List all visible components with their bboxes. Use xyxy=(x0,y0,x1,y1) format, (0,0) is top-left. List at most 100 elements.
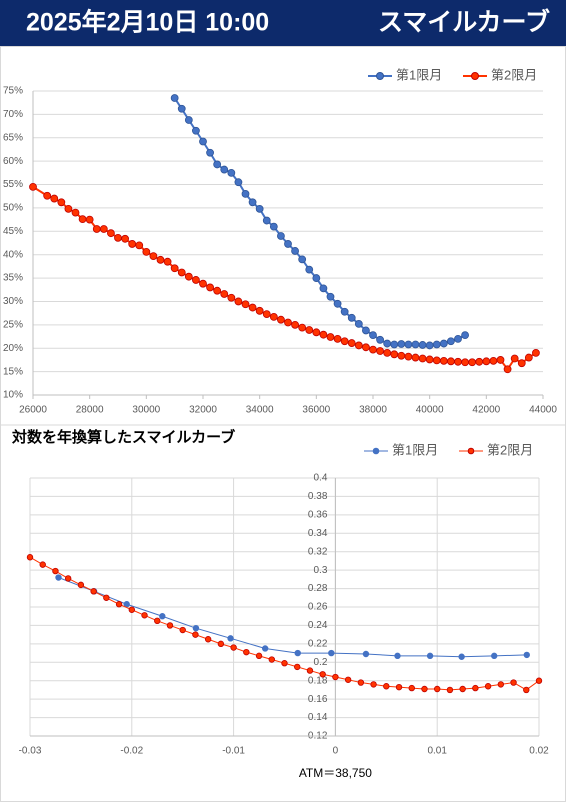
data-point xyxy=(411,340,420,349)
data-point xyxy=(64,575,72,582)
y-tick-label: 0.36 xyxy=(308,509,328,520)
data-point xyxy=(179,626,186,634)
data-point xyxy=(262,216,271,225)
data-point xyxy=(370,681,377,688)
data-point xyxy=(425,355,434,364)
data-point xyxy=(269,222,278,231)
data-point xyxy=(376,347,384,355)
data-point xyxy=(163,257,172,266)
data-point xyxy=(319,671,326,678)
data-point xyxy=(128,240,137,248)
data-point xyxy=(199,279,207,288)
data-point xyxy=(354,320,363,328)
data-point xyxy=(421,685,428,693)
x-tick-label: 30000 xyxy=(132,405,160,416)
data-point xyxy=(362,650,370,658)
legend-label: 第1限月 xyxy=(396,67,442,82)
data-point xyxy=(135,241,144,250)
frame xyxy=(0,46,566,802)
x-tick-label: 28000 xyxy=(76,405,104,416)
data-point xyxy=(103,594,110,601)
y-tick-label: 0.28 xyxy=(308,583,328,594)
data-point xyxy=(192,624,200,632)
data-point xyxy=(128,606,135,613)
data-point xyxy=(354,341,363,350)
data-point xyxy=(446,686,454,694)
data-point xyxy=(241,189,250,198)
data-point xyxy=(241,300,250,309)
data-point xyxy=(29,182,37,191)
data-point xyxy=(340,307,349,316)
data-point xyxy=(458,653,465,660)
data-point xyxy=(510,679,517,686)
y-tick-label: 10% xyxy=(3,390,23,401)
data-point xyxy=(306,667,314,674)
x-tick-label: 40000 xyxy=(416,405,444,416)
data-point xyxy=(277,232,285,240)
y-tick-label: 45% xyxy=(3,226,23,237)
data-point xyxy=(305,265,314,274)
data-point xyxy=(344,676,352,683)
data-point xyxy=(496,356,505,364)
legend-marker xyxy=(376,72,384,80)
data-point xyxy=(439,339,448,348)
x-tick-label: 36000 xyxy=(302,405,330,416)
data-point xyxy=(107,229,115,238)
data-point xyxy=(142,247,151,256)
y-tick-label: 0.32 xyxy=(308,546,328,557)
data-point xyxy=(383,349,392,357)
data-point xyxy=(332,673,339,681)
x-tick-label: 0.02 xyxy=(529,746,549,757)
data-point xyxy=(248,198,257,207)
data-point xyxy=(468,358,477,367)
data-point xyxy=(532,349,540,357)
data-point xyxy=(347,339,356,347)
data-point xyxy=(57,198,66,207)
data-point xyxy=(170,94,179,102)
data-point xyxy=(192,126,200,135)
y-tick-label: 0.4 xyxy=(313,473,327,484)
header-date: 2025年2月10日 10:00 xyxy=(26,8,269,37)
data-point xyxy=(199,137,207,146)
y-tick-label: 15% xyxy=(3,366,23,377)
data-point xyxy=(217,640,225,648)
data-point xyxy=(459,685,466,693)
data-point xyxy=(432,340,441,349)
legend-label: 第1限月 xyxy=(392,442,438,457)
data-point xyxy=(281,660,288,667)
data-point xyxy=(26,554,34,561)
data-point xyxy=(64,204,73,213)
data-point xyxy=(159,613,166,620)
data-point xyxy=(141,612,148,619)
data-point xyxy=(426,652,434,660)
x-tick-label: 34000 xyxy=(246,405,274,416)
data-point xyxy=(177,104,186,113)
y-tick-label: 0.3 xyxy=(313,565,327,576)
data-point xyxy=(408,684,415,692)
data-point xyxy=(369,331,377,340)
y-tick-label: 60% xyxy=(3,156,23,167)
x-tick-label: 0.01 xyxy=(427,746,447,757)
data-point xyxy=(52,567,59,575)
data-point xyxy=(312,328,321,337)
data-point xyxy=(482,357,491,366)
y-tick-label: 0.24 xyxy=(308,620,328,631)
data-point xyxy=(156,255,165,264)
y-tick-label: 50% xyxy=(3,203,23,214)
data-point xyxy=(255,204,264,213)
data-point xyxy=(517,359,526,368)
data-point xyxy=(243,648,250,656)
legend-marker xyxy=(372,447,380,455)
data-point xyxy=(503,365,512,374)
data-point xyxy=(362,343,370,352)
y-tick-label: 0.22 xyxy=(308,638,328,649)
data-point xyxy=(90,588,97,595)
data-point xyxy=(149,252,158,260)
data-point xyxy=(418,354,427,363)
data-point xyxy=(166,622,174,629)
data-point xyxy=(78,215,87,224)
data-point xyxy=(461,358,469,367)
data-point xyxy=(227,293,236,302)
